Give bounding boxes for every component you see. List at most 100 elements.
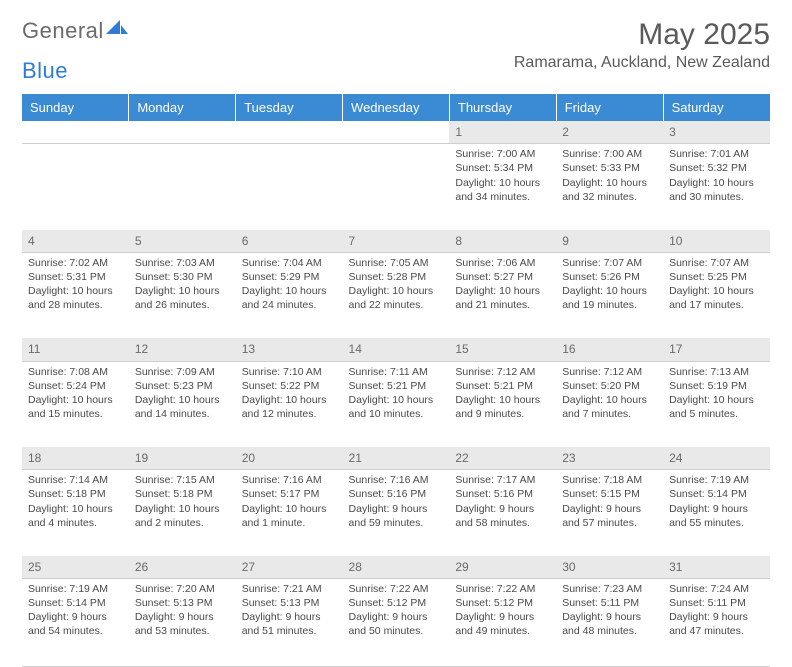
weekday-header: Friday xyxy=(556,94,663,121)
day-number-cell: 20 xyxy=(236,447,343,470)
daylight-line: Daylight: 9 hours and 48 minutes. xyxy=(562,610,657,638)
day-number-cell: 7 xyxy=(343,230,450,253)
daynum-row: 45678910 xyxy=(22,230,770,253)
daylight-line: Daylight: 9 hours and 57 minutes. xyxy=(562,502,657,530)
sunrise-line: Sunrise: 7:16 AM xyxy=(349,473,444,487)
sunset-line: Sunset: 5:16 PM xyxy=(455,487,550,501)
calendar-body: 12 3 Sunrise: 7:00 AMSunset: 5:34 PMDaylig… xyxy=(22,121,770,664)
weekday-header: Sunday xyxy=(22,94,129,121)
weekday-header-row: SundayMondayTuesdayWednesdayThursdayFrid… xyxy=(22,94,770,121)
calendar-day-cell: Sunrise: 7:18 AMSunset: 5:15 PMDaylight:… xyxy=(556,470,663,556)
calendar-page: General May 2025 Ramarama, Auckland, New… xyxy=(0,0,792,612)
day-number-cell xyxy=(236,121,343,144)
sunset-line: Sunset: 5:11 PM xyxy=(669,596,764,610)
sunset-line: Sunset: 5:19 PM xyxy=(669,379,764,393)
calendar-day-cell: Sunrise: 7:01 AMSunset: 5:32 PMDaylight:… xyxy=(663,144,770,230)
day-number-cell: 19 xyxy=(129,447,236,470)
sunset-line: Sunset: 5:30 PM xyxy=(135,270,230,284)
weekday-header: Wednesday xyxy=(343,94,450,121)
day-number-cell: 12 xyxy=(129,338,236,361)
sunrise-line: Sunrise: 7:00 AM xyxy=(562,147,657,161)
sunrise-line: Sunrise: 7:15 AM xyxy=(135,473,230,487)
day-number-cell: 17 xyxy=(663,338,770,361)
sunset-line: Sunset: 5:31 PM xyxy=(28,270,123,284)
calendar-week-row: Sunrise: 7:08 AMSunset: 5:24 PMDaylight:… xyxy=(22,361,770,447)
calendar-day-cell: Sunrise: 7:12 AMSunset: 5:21 PMDaylight:… xyxy=(449,361,556,447)
logo-text-blue: Blue xyxy=(22,58,68,84)
daylight-line: Daylight: 9 hours and 58 minutes. xyxy=(455,502,550,530)
sunset-line: Sunset: 5:13 PM xyxy=(135,596,230,610)
daylight-line: Daylight: 9 hours and 51 minutes. xyxy=(242,610,337,638)
calendar-day-cell: Sunrise: 7:04 AMSunset: 5:29 PMDaylight:… xyxy=(236,252,343,338)
daylight-line: Daylight: 9 hours and 50 minutes. xyxy=(349,610,444,638)
daynum-row: 18192021222324 xyxy=(22,447,770,470)
calendar-week-row: Sunrise: 7:02 AMSunset: 5:31 PMDaylight:… xyxy=(22,252,770,338)
sunset-line: Sunset: 5:14 PM xyxy=(28,596,123,610)
calendar-day-cell: Sunrise: 7:19 AMSunset: 5:14 PMDaylight:… xyxy=(22,578,129,664)
calendar-day-cell: Sunrise: 7:14 AMSunset: 5:18 PMDaylight:… xyxy=(22,470,129,556)
calendar-day-cell: Sunrise: 7:07 AMSunset: 5:25 PMDaylight:… xyxy=(663,252,770,338)
calendar-day-cell xyxy=(343,144,450,230)
calendar-week-row: Sunrise: 7:19 AMSunset: 5:14 PMDaylight:… xyxy=(22,578,770,664)
sunset-line: Sunset: 5:20 PM xyxy=(562,379,657,393)
location-subtitle: Ramarama, Auckland, New Zealand xyxy=(514,54,770,72)
day-number-cell: 10 xyxy=(663,230,770,253)
sunrise-line: Sunrise: 7:13 AM xyxy=(669,365,764,379)
calendar-day-cell: Sunrise: 7:15 AMSunset: 5:18 PMDaylight:… xyxy=(129,470,236,556)
sunrise-line: Sunrise: 7:08 AM xyxy=(28,365,123,379)
calendar-day-cell: Sunrise: 7:03 AMSunset: 5:30 PMDaylight:… xyxy=(129,252,236,338)
sunrise-line: Sunrise: 7:09 AM xyxy=(135,365,230,379)
daylight-line: Daylight: 10 hours and 17 minutes. xyxy=(669,284,764,312)
sunset-line: Sunset: 5:33 PM xyxy=(562,161,657,175)
day-number-cell: 24 xyxy=(663,447,770,470)
calendar-day-cell: Sunrise: 7:22 AMSunset: 5:12 PMDaylight:… xyxy=(449,578,556,664)
daylight-line: Daylight: 10 hours and 12 minutes. xyxy=(242,393,337,421)
day-number-cell: 18 xyxy=(22,447,129,470)
weekday-header: Monday xyxy=(129,94,236,121)
day-number-cell: 29 xyxy=(449,556,556,579)
daylight-line: Daylight: 9 hours and 49 minutes. xyxy=(455,610,550,638)
sunset-line: Sunset: 5:26 PM xyxy=(562,270,657,284)
day-number-cell: 3 xyxy=(663,121,770,144)
sunset-line: Sunset: 5:11 PM xyxy=(562,596,657,610)
day-number-cell xyxy=(343,121,450,144)
day-number-cell: 30 xyxy=(556,556,663,579)
daynum-row: 25262728293031 xyxy=(22,556,770,579)
weekday-header: Thursday xyxy=(449,94,556,121)
sunrise-line: Sunrise: 7:00 AM xyxy=(455,147,550,161)
sunset-line: Sunset: 5:12 PM xyxy=(455,596,550,610)
sunrise-line: Sunrise: 7:16 AM xyxy=(242,473,337,487)
sunset-line: Sunset: 5:14 PM xyxy=(669,487,764,501)
weekday-header: Tuesday xyxy=(236,94,343,121)
sunrise-line: Sunrise: 7:11 AM xyxy=(349,365,444,379)
daylight-line: Daylight: 10 hours and 2 minutes. xyxy=(135,502,230,530)
calendar-day-cell: Sunrise: 7:00 AMSunset: 5:33 PMDaylight:… xyxy=(556,144,663,230)
daylight-line: Daylight: 10 hours and 34 minutes. xyxy=(455,176,550,204)
calendar-head: SundayMondayTuesdayWednesdayThursdayFrid… xyxy=(22,94,770,121)
sunrise-line: Sunrise: 7:01 AM xyxy=(669,147,764,161)
sunset-line: Sunset: 5:23 PM xyxy=(135,379,230,393)
day-number-cell: 21 xyxy=(343,447,450,470)
calendar-day-cell: Sunrise: 7:00 AMSunset: 5:34 PMDaylight:… xyxy=(449,144,556,230)
sunrise-line: Sunrise: 7:20 AM xyxy=(135,582,230,596)
daylight-line: Daylight: 9 hours and 59 minutes. xyxy=(349,502,444,530)
title-block: May 2025 Ramarama, Auckland, New Zealand xyxy=(514,18,770,72)
day-number-cell: 27 xyxy=(236,556,343,579)
calendar-day-cell xyxy=(22,144,129,230)
calendar-day-cell: Sunrise: 7:09 AMSunset: 5:23 PMDaylight:… xyxy=(129,361,236,447)
sunset-line: Sunset: 5:21 PM xyxy=(349,379,444,393)
sunrise-line: Sunrise: 7:21 AM xyxy=(242,582,337,596)
day-number-cell: 31 xyxy=(663,556,770,579)
day-number-cell xyxy=(129,121,236,144)
sunrise-line: Sunrise: 7:10 AM xyxy=(242,365,337,379)
daylight-line: Daylight: 10 hours and 1 minute. xyxy=(242,502,337,530)
calendar-day-cell xyxy=(236,144,343,230)
calendar-day-cell xyxy=(129,144,236,230)
calendar-week-row: Sunrise: 7:14 AMSunset: 5:18 PMDaylight:… xyxy=(22,470,770,556)
sunset-line: Sunset: 5:17 PM xyxy=(242,487,337,501)
sunrise-line: Sunrise: 7:14 AM xyxy=(28,473,123,487)
calendar-day-cell: Sunrise: 7:23 AMSunset: 5:11 PMDaylight:… xyxy=(556,578,663,664)
sunrise-line: Sunrise: 7:22 AM xyxy=(349,582,444,596)
daylight-line: Daylight: 10 hours and 26 minutes. xyxy=(135,284,230,312)
calendar-day-cell: Sunrise: 7:16 AMSunset: 5:16 PMDaylight:… xyxy=(343,470,450,556)
